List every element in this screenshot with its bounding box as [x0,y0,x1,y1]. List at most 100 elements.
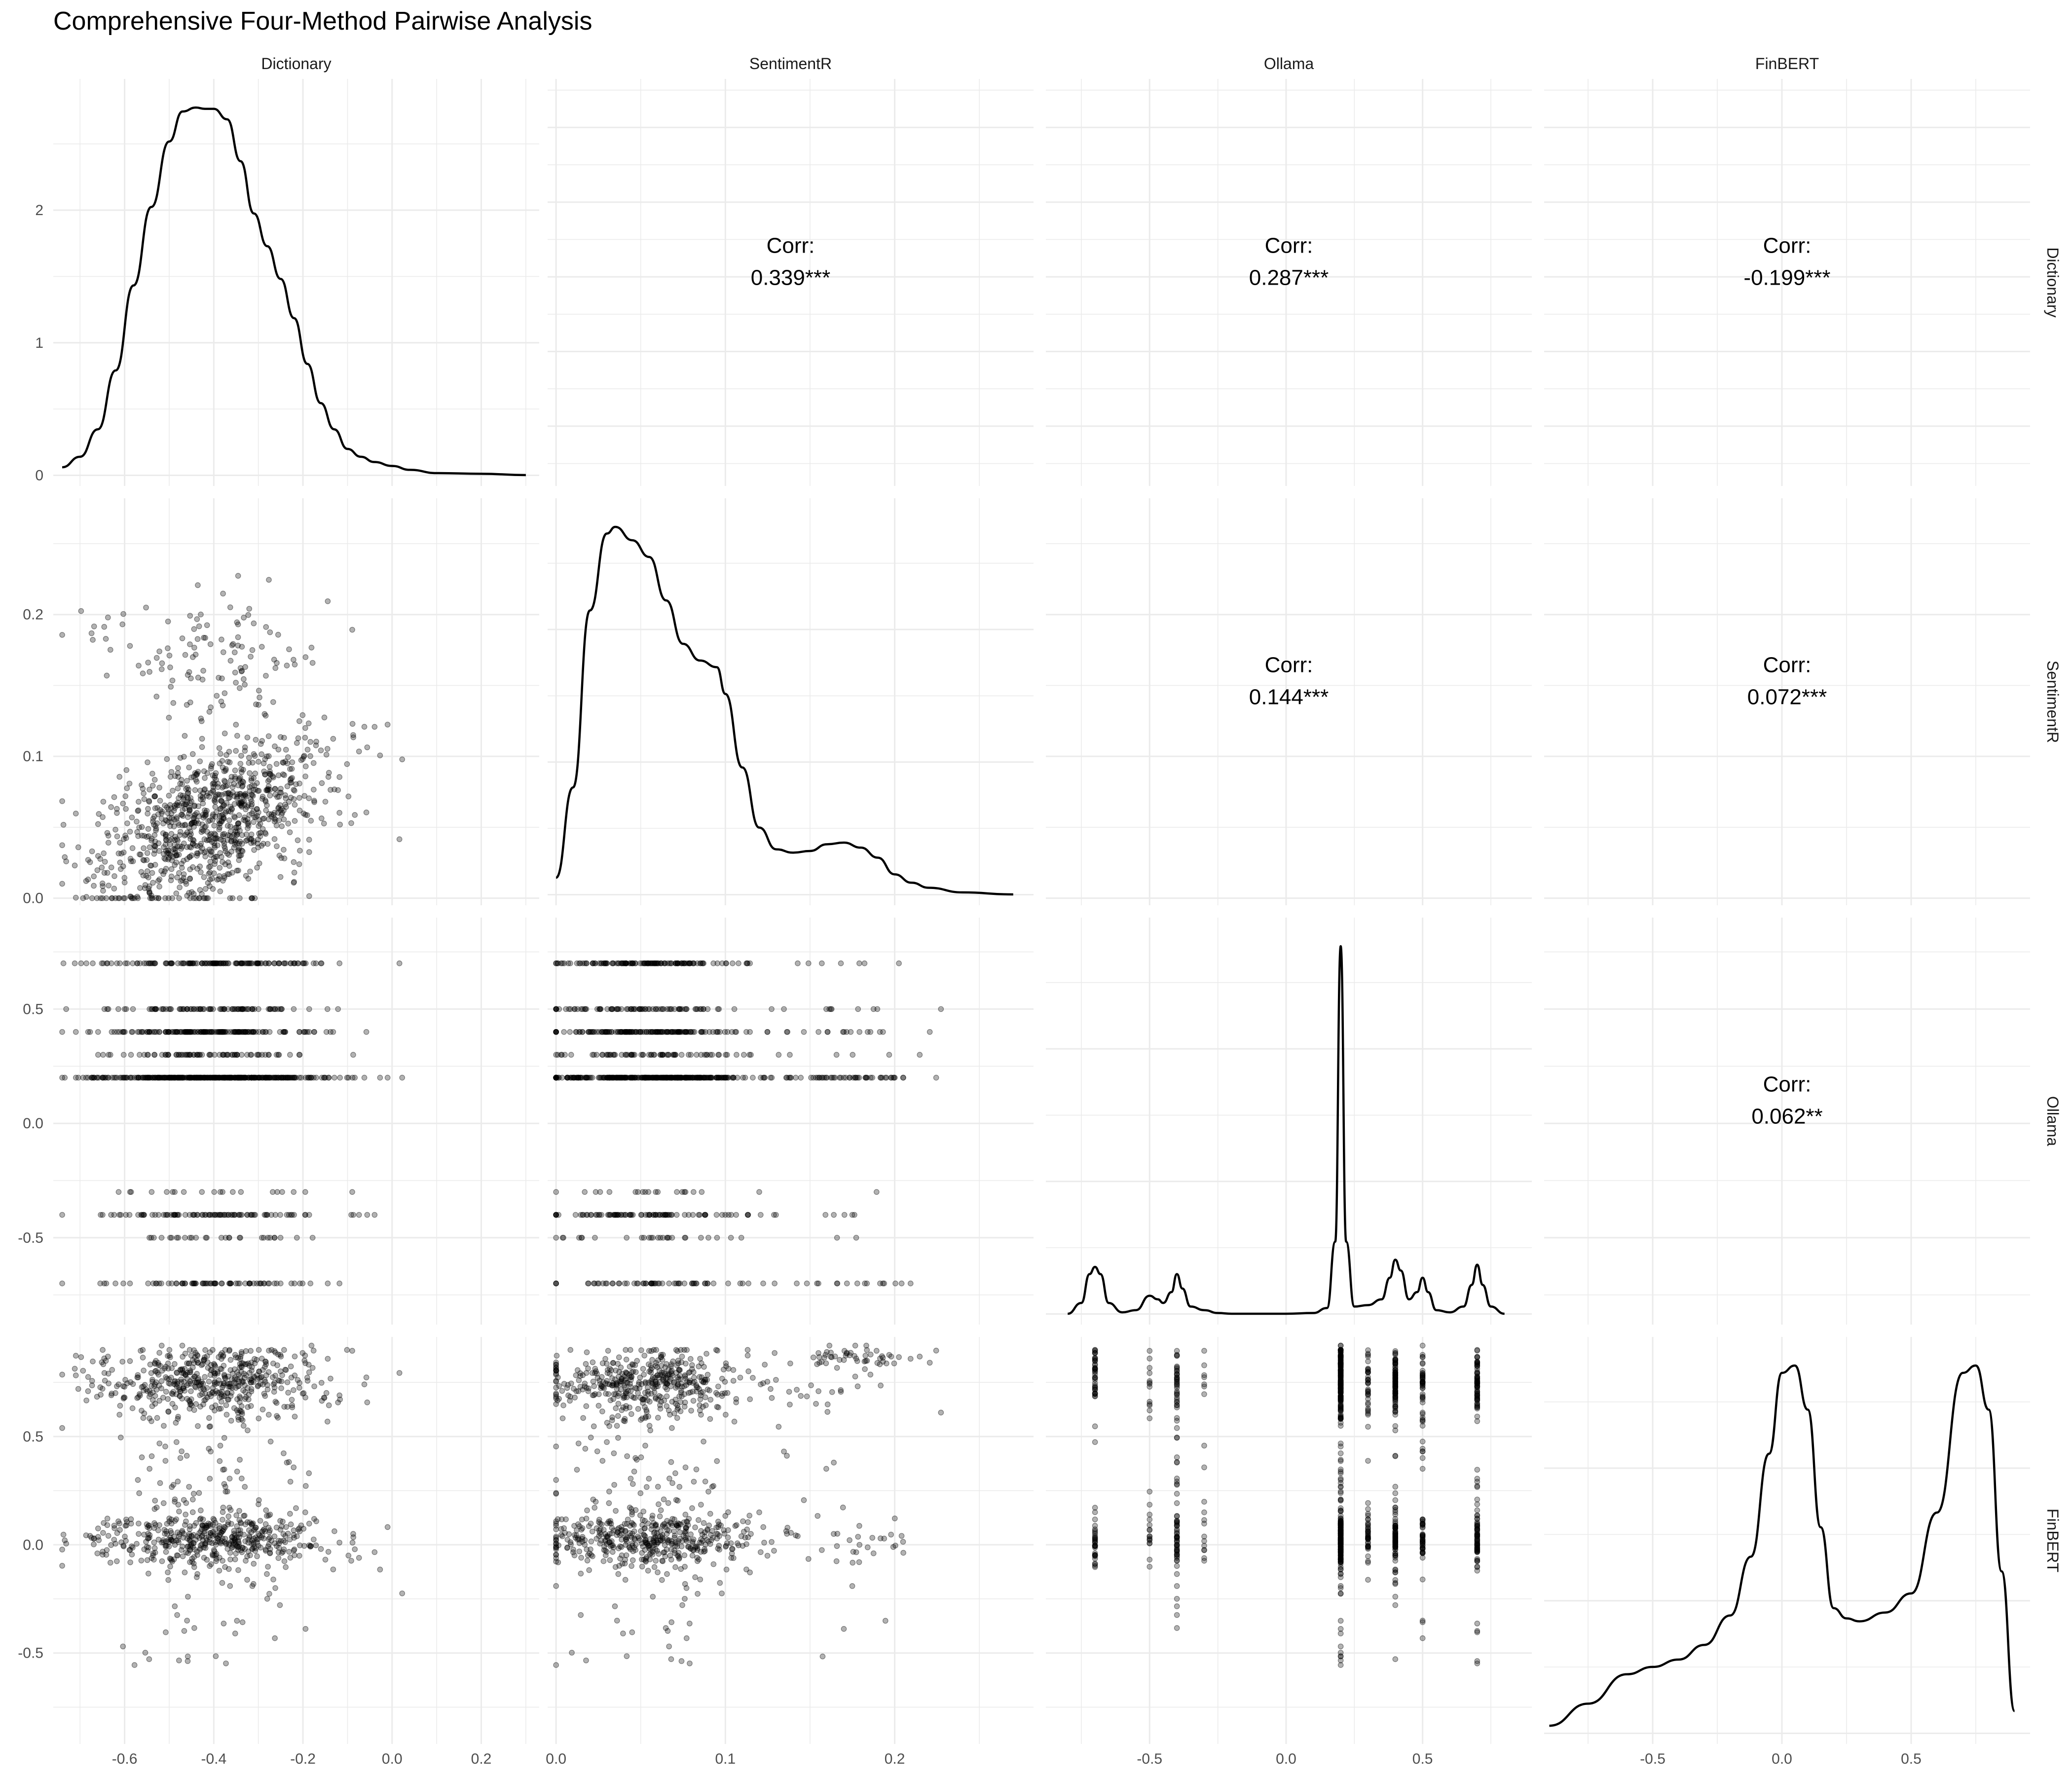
scatter-point [182,733,188,739]
scatter-point [363,1374,370,1380]
scatter-point [332,1074,337,1081]
scatter-point [97,1384,104,1390]
scatter-point [140,1415,147,1421]
scatter-point [237,802,243,808]
scatter-point [308,644,315,651]
scatter-point [219,1356,224,1362]
scatter-point [192,1354,198,1361]
scatter-point [183,1500,189,1506]
scatter-point [173,890,180,896]
scatter-point [256,702,261,708]
scatter-point [150,818,156,825]
scatter-point [206,1424,213,1430]
scatter-point [176,1508,182,1515]
scatter-point [249,792,256,798]
scatter-point [195,1423,201,1429]
scatter-point [356,748,362,755]
scatter-point [689,1553,696,1558]
scatter-point [134,829,140,835]
scatter-point [193,1235,199,1241]
scatter-point [151,814,157,819]
scatter-point [203,1029,209,1035]
scatter-point [122,1377,128,1383]
scatter-point [203,1525,209,1531]
scatter-point [153,694,160,700]
scatter-point [164,756,170,762]
scatter-point [175,1479,181,1484]
scatter-point [238,803,245,809]
scatter-point [78,608,84,614]
scatter-point [123,767,130,773]
scatter-point [126,780,133,787]
scatter-point [212,781,218,787]
scatter-point [280,760,287,766]
scatter-point [291,879,297,885]
scatter-point [213,777,219,783]
scatter-point [145,826,151,832]
scatter-point [173,1439,180,1445]
scatter-point [105,833,111,839]
scatter-point [127,643,133,649]
scatter-point [202,807,208,814]
scatter-point [142,882,148,888]
scatter-point [85,857,91,863]
scatter-point [80,895,86,901]
scatter-point [324,746,331,752]
scatter-point [267,1527,273,1533]
scatter-point [124,785,130,791]
scatter-point [185,786,192,793]
scatter-point [229,642,235,648]
scatter-point [345,1553,352,1558]
scatter-point [91,1541,97,1548]
scatter-point [325,774,332,780]
scatter-point [221,1435,227,1441]
scatter-point [246,822,252,829]
scatter-point [117,840,123,846]
scatter-point [618,1029,625,1035]
scatter-point [227,828,234,835]
scatter-point [209,1540,215,1546]
scatter-point [213,853,219,860]
scatter-point [143,873,149,879]
density-curve-dictionary [62,106,526,477]
scatter-point [166,1516,172,1521]
scatter-point [185,795,191,802]
scatter-point [834,1280,841,1287]
scatter-point [627,960,633,966]
scatter-point [234,832,240,838]
scatter-point [221,1363,227,1369]
scatter-point [175,1502,182,1508]
scatter-point [243,1372,249,1378]
scatter-point [307,739,314,745]
scatter-point [157,1363,163,1369]
scatter-point [834,1365,840,1371]
scatter-point [63,1006,69,1012]
scatter-point [179,1280,185,1287]
scatter-point [103,636,109,642]
scatter-point [253,701,259,707]
scatter-point [804,1393,810,1400]
scatter-point [212,1212,218,1218]
scatter-point [287,1479,294,1485]
scatter-point [254,1540,260,1546]
scatter-point [197,1382,204,1388]
scatter-point [120,1643,126,1650]
scatter-point [208,763,214,770]
scatter-point [135,1374,141,1380]
scatter-point [335,1006,341,1012]
scatter-point [750,1074,756,1081]
scatter-point [190,654,196,660]
scatter-point [352,812,358,818]
scatter-point [184,777,190,784]
scatter-point [140,785,146,792]
scatter-point [170,1189,176,1195]
scatter-point [223,752,229,758]
scatter-point [225,1513,231,1519]
scatter-point [325,1280,331,1287]
scatter-point [147,1415,152,1421]
scatter-point [313,739,319,745]
scatter-point [277,1235,284,1241]
scatter-point [261,768,267,775]
scatter-point [59,842,65,849]
scatter-point [208,1006,214,1012]
